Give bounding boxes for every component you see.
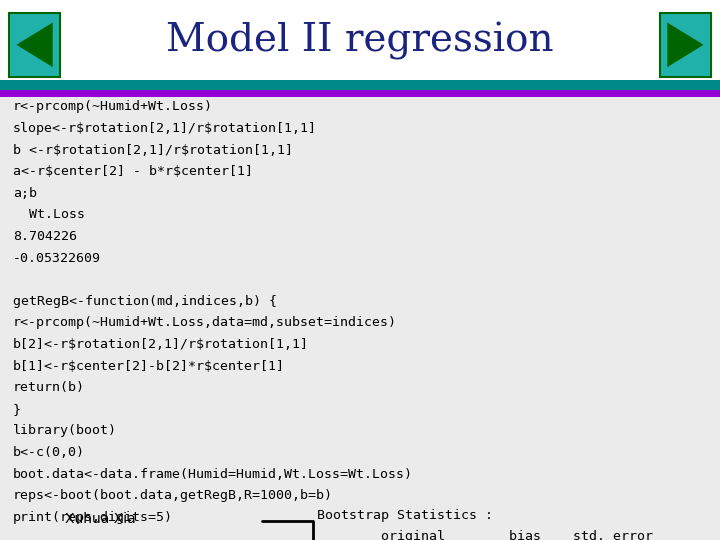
Bar xyxy=(0,0,720,80)
Text: b[1]<-r$center[2]-b[2]*r$center[1]: b[1]<-r$center[2]-b[2]*r$center[1] xyxy=(13,360,285,373)
Text: r<-prcomp(~Humid+Wt.Loss): r<-prcomp(~Humid+Wt.Loss) xyxy=(13,100,213,113)
Text: a<-r$center[2] - b*r$center[1]: a<-r$center[2] - b*r$center[1] xyxy=(13,165,253,178)
Bar xyxy=(0,80,720,90)
Bar xyxy=(660,13,711,77)
Text: -0.05322609: -0.05322609 xyxy=(13,252,101,265)
Text: b<-c(0,0): b<-c(0,0) xyxy=(13,446,85,459)
Text: original        bias    std. error: original bias std. error xyxy=(317,530,653,540)
Text: print(reps,digits=5): print(reps,digits=5) xyxy=(13,511,173,524)
Text: Xuhua Xia: Xuhua Xia xyxy=(65,512,135,526)
Text: b <-r$rotation[2,1]/r$rotation[1,1]: b <-r$rotation[2,1]/r$rotation[1,1] xyxy=(13,144,293,157)
Bar xyxy=(9,13,60,77)
Text: Wt.Loss: Wt.Loss xyxy=(13,208,85,221)
Polygon shape xyxy=(17,23,53,67)
Text: }: } xyxy=(13,403,21,416)
Text: b[2]<-r$rotation[2,1]/r$rotation[1,1]: b[2]<-r$rotation[2,1]/r$rotation[1,1] xyxy=(13,338,309,351)
Bar xyxy=(0,90,720,97)
Text: r<-prcomp(~Humid+Wt.Loss,data=md,subset=indices): r<-prcomp(~Humid+Wt.Loss,data=md,subset=… xyxy=(13,316,397,329)
Text: Bootstrap Statistics :: Bootstrap Statistics : xyxy=(317,509,492,522)
Text: reps<-boot(boot.data,getRegB,R=1000,b=b): reps<-boot(boot.data,getRegB,R=1000,b=b) xyxy=(13,489,333,502)
Text: a;b: a;b xyxy=(13,187,37,200)
Text: getRegB<-function(md,indices,b) {: getRegB<-function(md,indices,b) { xyxy=(13,295,277,308)
Text: slope<-r$rotation[2,1]/r$rotation[1,1]: slope<-r$rotation[2,1]/r$rotation[1,1] xyxy=(13,122,317,135)
Text: library(boot): library(boot) xyxy=(13,424,117,437)
Text: return(b): return(b) xyxy=(13,381,85,394)
Text: Model II regression: Model II regression xyxy=(166,22,554,59)
Text: boot.data<-data.frame(Humid=Humid,Wt.Loss=Wt.Loss): boot.data<-data.frame(Humid=Humid,Wt.Los… xyxy=(13,468,413,481)
Bar xyxy=(0,80,720,540)
Text: 8.704226: 8.704226 xyxy=(13,230,77,243)
Polygon shape xyxy=(667,23,703,67)
